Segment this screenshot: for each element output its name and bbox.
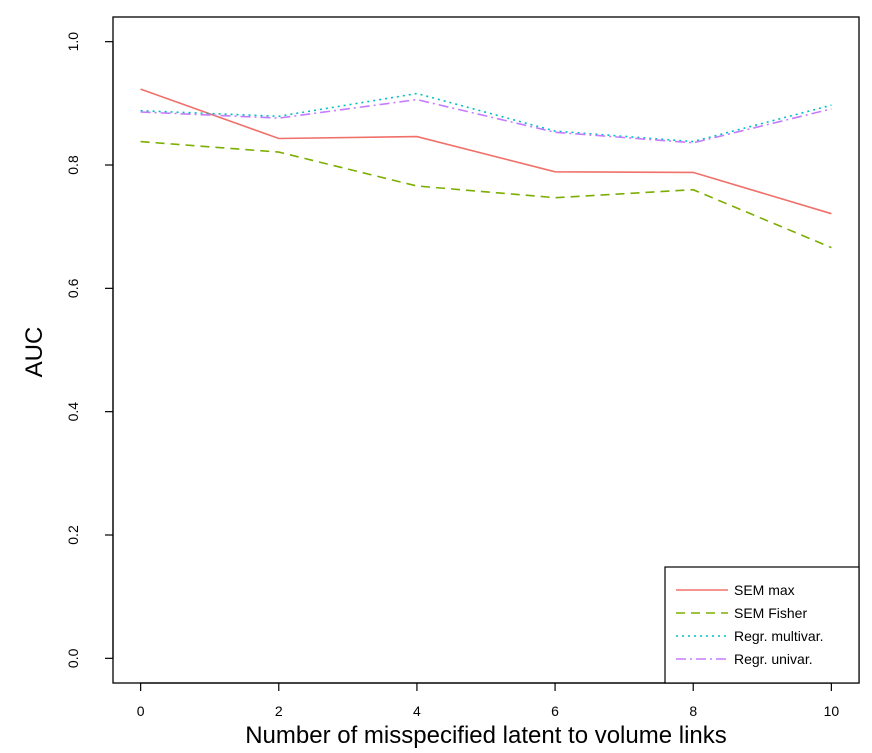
y-tick-label: 0.0 [65, 648, 81, 668]
y-tick-label: 0.4 [65, 402, 81, 422]
y-tick-label: 1.0 [65, 32, 81, 52]
x-tick-label: 4 [413, 703, 421, 719]
series-lines [140, 88, 832, 249]
series-line-regr-multivar [140, 92, 832, 143]
legend-label: Regr. multivar. [734, 628, 823, 644]
x-tick-label: 10 [824, 703, 840, 719]
y-tick-label: 0.6 [65, 278, 81, 298]
series-line-regr-univar [140, 98, 832, 144]
legend: SEM max SEM Fisher Regr. multivar. Regr. un… [664, 566, 860, 684]
series-line-sem-fisher [140, 140, 832, 249]
legend-label: Regr. univar. [734, 651, 813, 667]
x-tick-label: 2 [275, 703, 283, 719]
x-tick-label: 0 [137, 703, 145, 719]
y-axis-title: AUC [21, 327, 48, 378]
y-tick-label: 0.8 [65, 155, 81, 175]
legend-label: SEM Fisher [734, 605, 807, 621]
x-tick-label: 8 [689, 703, 697, 719]
x-tick-label: 6 [551, 703, 559, 719]
legend-box [664, 566, 860, 684]
series-line-sem-max [140, 88, 832, 215]
y-tick-label: 0.2 [65, 525, 81, 545]
x-axis-title: Number of misspecified latent to volume … [245, 722, 727, 749]
y-axis: 0.0 0.2 0.4 0.6 0.8 1.0 [65, 32, 114, 668]
x-axis: 0 2 4 6 8 10 [137, 682, 840, 719]
legend-label: SEM max [734, 582, 795, 598]
